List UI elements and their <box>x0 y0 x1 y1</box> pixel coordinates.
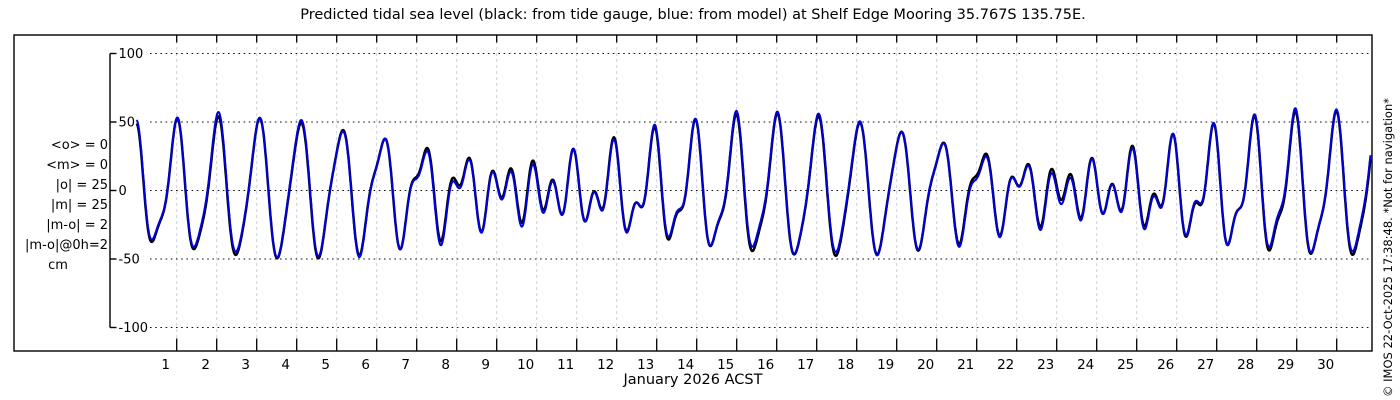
stat-line: cm <box>48 258 68 273</box>
x-tick-label: 24 <box>1077 357 1095 373</box>
y-tick-label: 100 <box>119 47 144 62</box>
x-tick-label: 25 <box>1117 357 1135 373</box>
x-tick-label: 7 <box>401 357 410 373</box>
x-tick-label: 20 <box>917 357 935 373</box>
x-tick-label: 19 <box>877 357 895 373</box>
x-tick-label: 16 <box>757 357 775 373</box>
x-tick-label: 14 <box>677 357 695 373</box>
y-tick-label: 50 <box>119 116 136 131</box>
x-tick-label: 23 <box>1037 357 1055 373</box>
x-tick-label: 12 <box>597 357 615 373</box>
y-tick-label: -50 <box>119 253 140 268</box>
stat-line: |o| = 25 <box>55 178 108 193</box>
stat-line: |m-o|@0h=2 <box>25 238 108 253</box>
x-tick-label: 11 <box>557 357 575 373</box>
x-tick-label: 1 <box>161 357 170 373</box>
x-tick-label: 4 <box>281 357 290 373</box>
stat-line: <o> = 0 <box>50 138 108 153</box>
model-curve <box>135 107 1372 259</box>
x-tick-label: 5 <box>321 357 330 373</box>
x-tick-label: 29 <box>1277 357 1295 373</box>
x-axis-title: January 2026 ACST <box>623 372 763 388</box>
x-tick-label: 15 <box>717 357 735 373</box>
x-tick-label: 3 <box>241 357 250 373</box>
x-tick-label: 30 <box>1317 357 1335 373</box>
x-tick-label: 22 <box>997 357 1015 373</box>
stat-line: |m-o| = 2 <box>46 218 108 233</box>
stat-line: <m> = 0 <box>46 158 108 173</box>
x-tick-label: 13 <box>637 357 655 373</box>
y-tick-label: 0 <box>119 184 127 199</box>
x-tick-label: 17 <box>797 357 815 373</box>
gauge-curve <box>135 109 1372 260</box>
x-tick-label: 9 <box>481 357 490 373</box>
x-tick-label: 21 <box>957 357 975 373</box>
x-tick-label: 27 <box>1197 357 1215 373</box>
x-tick-label: 8 <box>441 357 450 373</box>
plot-frame <box>13 34 1373 352</box>
x-tick-label: 26 <box>1157 357 1175 373</box>
y-tick-label: -100 <box>119 321 149 336</box>
x-tick-label: 6 <box>361 357 370 373</box>
x-tick-label: 10 <box>517 357 535 373</box>
imos-watermark: © IMOS 22-Oct-2025 17:38:48. *Not for na… <box>1381 98 1395 397</box>
x-tick-label: 18 <box>837 357 855 373</box>
x-tick-label: 2 <box>201 357 210 373</box>
x-tick-label: 28 <box>1237 357 1255 373</box>
stat-line: |m| = 25 <box>50 198 108 213</box>
chart-title: Predicted tidal sea level (black: from t… <box>300 7 1086 23</box>
